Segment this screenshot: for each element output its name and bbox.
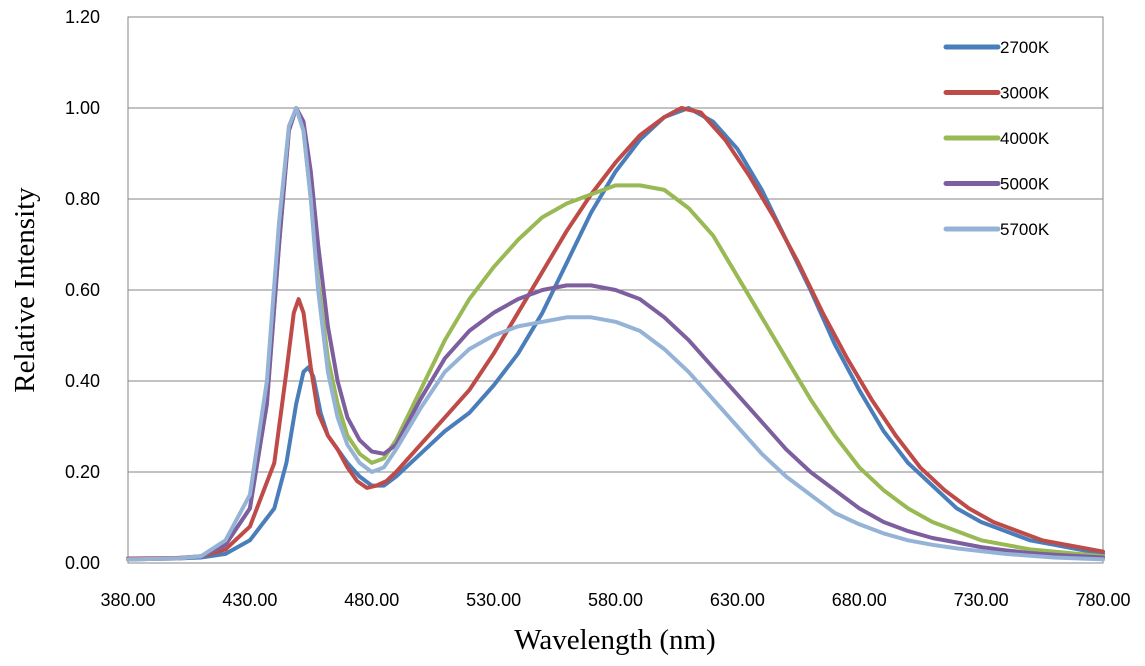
y-tick-label: 1.20 bbox=[65, 7, 100, 27]
plot-area-frame bbox=[127, 16, 1104, 564]
x-axis-tick-labels: 380.00 430.00 480.00 530.00 580.00 630.00 680.… bbox=[100, 590, 1130, 610]
series-lines bbox=[126, 106, 1105, 562]
y-tick-label: 0.00 bbox=[65, 553, 100, 573]
y-tick-label: 0.40 bbox=[65, 371, 100, 391]
x-tick-label: 680.00 bbox=[832, 590, 887, 610]
y-tick-label: 1.00 bbox=[65, 98, 100, 118]
legend: 2700K 3000K 4000K 5000K 5700K bbox=[943, 38, 1050, 239]
x-tick-label: 430.00 bbox=[222, 590, 277, 610]
y-axis-title: Relative Intensity bbox=[9, 187, 41, 393]
legend-label-3000K: 3000K bbox=[1000, 84, 1050, 103]
x-tick-label: 780.00 bbox=[1075, 590, 1130, 610]
legend-label-4000K: 4000K bbox=[1000, 129, 1050, 148]
series-line-3000K bbox=[126, 106, 1105, 561]
y-tick-label: 0.60 bbox=[65, 280, 100, 300]
legend-label-5700K: 5700K bbox=[1000, 220, 1050, 239]
x-tick-label: 630.00 bbox=[710, 590, 765, 610]
x-tick-label: 580.00 bbox=[588, 590, 643, 610]
gridlines bbox=[128, 16, 1103, 473]
x-tick-label: 480.00 bbox=[344, 590, 399, 610]
series-line-2700K bbox=[126, 106, 1105, 561]
series-line-5700K bbox=[126, 106, 1105, 562]
y-tick-label: 0.20 bbox=[65, 462, 100, 482]
legend-label-5000K: 5000K bbox=[1000, 175, 1050, 194]
y-axis-tick-labels: 0.00 0.20 0.40 0.60 0.80 1.00 1.20 bbox=[65, 7, 100, 573]
series-line-5000K bbox=[126, 106, 1105, 562]
x-axis-title: Wavelength (nm) bbox=[514, 624, 715, 656]
x-tick-label: 730.00 bbox=[954, 590, 1009, 610]
y-tick-label: 0.80 bbox=[65, 189, 100, 209]
x-tick-label: 530.00 bbox=[466, 590, 521, 610]
x-tick-label: 380.00 bbox=[100, 590, 155, 610]
legend-label-2700K: 2700K bbox=[1000, 38, 1050, 57]
